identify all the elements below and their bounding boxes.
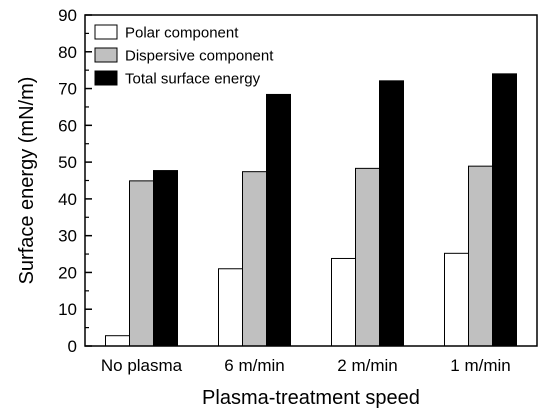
bar-polar	[105, 335, 130, 347]
y-axis-ticks: 0 10 20 30 40 50 60 70 80 90	[58, 6, 92, 356]
y-tick-label: 30	[58, 227, 77, 246]
y-tick-label: 10	[58, 300, 77, 319]
bar-dispersive	[242, 171, 267, 347]
x-tick-label: 2 m/min	[337, 356, 397, 375]
legend-label-polar: Polar component	[125, 25, 239, 42]
x-tick-label: 1 m/min	[450, 356, 510, 375]
legend-label-total: Total surface energy	[125, 71, 261, 88]
bar-total	[153, 170, 178, 347]
legend: Polar component Dispersive component Total…	[94, 24, 274, 88]
x-axis-ticks: No plasma 6 m/min 2 m/min 1 m/min	[101, 356, 511, 375]
x-tick-label: No plasma	[101, 356, 183, 375]
bar-polar	[444, 252, 469, 347]
x-tick-label: 6 m/min	[224, 356, 284, 375]
bar-total	[379, 80, 404, 347]
bars	[105, 73, 517, 347]
y-tick-label: 60	[58, 116, 77, 135]
bar-total	[492, 73, 517, 347]
bar-dispersive	[468, 165, 493, 347]
bar-dispersive	[129, 180, 154, 347]
legend-label-dispersive: Dispersive component	[125, 48, 274, 65]
legend-swatch-total	[94, 70, 118, 86]
y-axis-label: Surface energy (mN/m)	[16, 77, 38, 285]
legend-swatch-dispersive	[94, 47, 118, 63]
y-tick-label: 70	[58, 80, 77, 99]
legend-swatch-polar	[94, 24, 118, 40]
y-tick-label: 90	[58, 6, 77, 25]
y-tick-label: 40	[58, 190, 77, 209]
plot-frame	[84, 14, 538, 347]
x-axis-label: Plasma-treatment speed	[202, 387, 420, 409]
bar-dispersive	[355, 167, 380, 347]
y-tick-label: 20	[58, 263, 77, 282]
bar-polar	[218, 268, 243, 347]
y-tick-label: 50	[58, 153, 77, 172]
bar-total	[266, 93, 291, 347]
y-tick-label: 80	[58, 43, 77, 62]
y-tick-label: 0	[68, 337, 77, 356]
bar-polar	[331, 257, 356, 347]
